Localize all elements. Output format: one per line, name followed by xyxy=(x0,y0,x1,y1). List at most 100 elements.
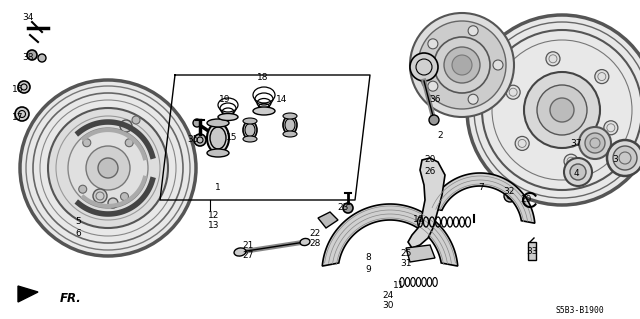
Circle shape xyxy=(120,120,132,132)
Circle shape xyxy=(579,127,611,159)
Circle shape xyxy=(428,39,438,49)
Circle shape xyxy=(194,134,206,146)
Circle shape xyxy=(98,158,118,178)
Circle shape xyxy=(27,50,37,60)
Circle shape xyxy=(537,85,587,135)
Circle shape xyxy=(48,108,168,228)
Ellipse shape xyxy=(234,248,246,256)
Circle shape xyxy=(132,116,140,124)
Text: 23: 23 xyxy=(337,204,349,212)
Text: 18: 18 xyxy=(257,73,269,83)
Polygon shape xyxy=(323,204,458,266)
Text: 32: 32 xyxy=(503,188,515,197)
Circle shape xyxy=(604,121,618,135)
Text: 28: 28 xyxy=(309,240,321,249)
Circle shape xyxy=(428,81,438,91)
Text: 14: 14 xyxy=(276,95,288,105)
Text: FR.: FR. xyxy=(60,292,82,305)
Ellipse shape xyxy=(283,131,297,137)
Circle shape xyxy=(20,80,196,256)
Circle shape xyxy=(493,60,503,70)
Polygon shape xyxy=(428,173,535,223)
Ellipse shape xyxy=(283,116,297,134)
Ellipse shape xyxy=(207,119,229,127)
Circle shape xyxy=(468,94,478,104)
Text: 24: 24 xyxy=(382,291,394,300)
Circle shape xyxy=(524,72,600,148)
Circle shape xyxy=(467,15,640,205)
Circle shape xyxy=(79,185,87,193)
Circle shape xyxy=(68,128,148,208)
Circle shape xyxy=(38,54,46,62)
Text: 27: 27 xyxy=(243,251,253,261)
Text: 13: 13 xyxy=(208,221,220,231)
Text: 30: 30 xyxy=(382,301,394,310)
Circle shape xyxy=(410,53,438,81)
Text: 4: 4 xyxy=(573,169,579,179)
Circle shape xyxy=(83,139,91,147)
Polygon shape xyxy=(406,245,435,262)
Text: 7: 7 xyxy=(478,183,484,192)
Circle shape xyxy=(410,13,514,117)
Circle shape xyxy=(585,133,605,153)
Text: 12: 12 xyxy=(208,211,220,219)
Circle shape xyxy=(15,107,29,121)
Bar xyxy=(528,242,536,260)
Circle shape xyxy=(550,98,574,122)
Text: 22: 22 xyxy=(309,228,321,238)
Text: 29: 29 xyxy=(520,196,532,204)
Ellipse shape xyxy=(207,149,229,157)
Ellipse shape xyxy=(210,127,226,149)
Text: 3: 3 xyxy=(612,155,618,165)
Circle shape xyxy=(423,210,433,220)
Circle shape xyxy=(425,167,435,177)
Text: 21: 21 xyxy=(243,241,253,249)
Circle shape xyxy=(607,140,640,176)
Text: 8: 8 xyxy=(365,254,371,263)
Circle shape xyxy=(506,85,520,99)
Circle shape xyxy=(434,37,490,93)
Text: 20: 20 xyxy=(424,155,436,165)
Circle shape xyxy=(125,139,133,147)
Polygon shape xyxy=(408,158,445,248)
Text: 10: 10 xyxy=(413,216,425,225)
Circle shape xyxy=(343,203,353,213)
Circle shape xyxy=(595,70,609,84)
Text: 26: 26 xyxy=(424,167,436,175)
Text: 34: 34 xyxy=(22,13,34,23)
Text: 9: 9 xyxy=(365,264,371,273)
Ellipse shape xyxy=(243,136,257,142)
Circle shape xyxy=(504,190,516,202)
Circle shape xyxy=(546,52,560,66)
Ellipse shape xyxy=(245,123,255,137)
Text: 1: 1 xyxy=(215,183,221,192)
Circle shape xyxy=(613,146,637,170)
Ellipse shape xyxy=(218,114,238,121)
Text: 38: 38 xyxy=(22,54,34,63)
Text: 2: 2 xyxy=(437,130,443,139)
Ellipse shape xyxy=(207,123,229,153)
Polygon shape xyxy=(318,212,338,228)
Text: 33: 33 xyxy=(526,248,538,256)
Ellipse shape xyxy=(283,113,297,119)
Circle shape xyxy=(193,119,201,127)
Text: 19: 19 xyxy=(220,95,231,105)
Ellipse shape xyxy=(253,107,275,115)
Text: 16: 16 xyxy=(12,85,24,94)
Circle shape xyxy=(515,137,529,151)
Circle shape xyxy=(452,55,472,75)
Circle shape xyxy=(570,164,586,180)
Ellipse shape xyxy=(285,118,295,131)
Circle shape xyxy=(468,26,478,36)
Text: S5B3-B1900: S5B3-B1900 xyxy=(556,306,605,315)
Circle shape xyxy=(429,115,439,125)
Circle shape xyxy=(564,158,592,186)
Circle shape xyxy=(93,189,107,203)
Text: 25: 25 xyxy=(400,249,412,257)
Circle shape xyxy=(108,198,118,208)
Circle shape xyxy=(444,47,480,83)
Text: 37: 37 xyxy=(570,138,582,147)
Circle shape xyxy=(18,81,30,93)
Text: 36: 36 xyxy=(429,95,441,105)
Ellipse shape xyxy=(243,121,257,139)
